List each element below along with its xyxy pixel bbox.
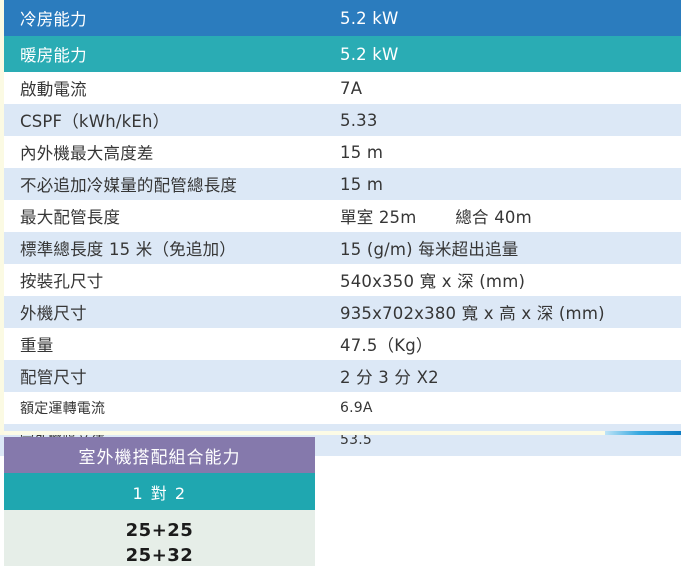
spec-value: 5.2 kW: [340, 44, 399, 64]
spec-value: 5.2 kW: [340, 8, 399, 28]
spec-value: 53.5: [340, 432, 372, 448]
accent-rule-divider: [605, 431, 681, 435]
spec-value: 15 m: [340, 174, 384, 194]
combination-subheader: 1 對 2: [4, 473, 315, 510]
spec-row: 最大配管長度 單室 25m 總合 40m: [0, 200, 681, 232]
spec-value: 7A: [340, 78, 363, 98]
spec-label: 重量: [20, 336, 54, 355]
spec-row: 暖房能力 5.2 kW: [0, 36, 681, 72]
spec-value: 2 分 3 分 X2: [340, 368, 439, 387]
table-bottom-band: [0, 431, 605, 435]
spec-label: 不必追加冷媒量的配管總長度: [20, 176, 238, 195]
spec-value: 540x350 寬 x 深 (mm): [340, 272, 526, 291]
spec-row: 額定運轉電流 6.9A: [0, 392, 681, 424]
spec-label: 外機尺寸: [20, 304, 87, 323]
spec-label: 額定運轉電流: [20, 401, 106, 417]
combination-item: 25+25: [125, 520, 194, 541]
combination-value-list: 25+25 25+32: [4, 510, 315, 566]
spec-label: 啟動電流: [20, 80, 87, 99]
combination-header: 室外機搭配組合能力: [4, 437, 315, 473]
spec-row: 冷房能力 5.2 kW: [0, 0, 681, 36]
spec-row: 啟動電流 7A: [0, 72, 681, 104]
spec-value: 15 m: [340, 142, 384, 162]
spec-row: 重量 47.5（Kg）: [0, 328, 681, 360]
spec-label: 按裝孔尺寸: [20, 272, 104, 291]
spec-value: 935x702x380 寬 x 高 x 深 (mm): [340, 304, 605, 323]
spec-row: 外機尺寸 935x702x380 寬 x 高 x 深 (mm): [0, 296, 681, 328]
specification-table: 冷房能力 5.2 kW 暖房能力 5.2 kW 啟動電流 7A CSPF（kWh/kEh） 5…: [0, 0, 681, 456]
spec-value: 47.5（Kg）: [340, 336, 433, 355]
spec-label: 配管尺寸: [20, 368, 87, 387]
spec-value: 單室 25m 總合 40m: [340, 208, 532, 227]
left-edge-strip: [0, 0, 4, 435]
spec-label: 最大配管長度: [20, 208, 121, 227]
spec-row: 不必追加冷媒量的配管總長度 15 m: [0, 168, 681, 200]
spec-label: 標準總長度 15 米（免追加）: [20, 240, 236, 259]
combination-item: 25+32: [125, 545, 194, 566]
spec-label: CSPF（kWh/kEh）: [20, 112, 170, 131]
spec-value: 5.33: [340, 110, 378, 130]
spec-label: 內外機最大高度差: [20, 144, 154, 163]
spec-row: 標準總長度 15 米（免追加） 15 (g/m) 每米超出追量: [0, 232, 681, 264]
spec-row: 配管尺寸 2 分 3 分 X2: [0, 360, 681, 392]
spec-value: 15 (g/m) 每米超出追量: [340, 240, 519, 259]
spec-label: 冷房能力: [20, 10, 87, 29]
spec-label: 暖房能力: [20, 46, 87, 65]
spec-value: 6.9A: [340, 400, 373, 416]
spec-row: 內外機最大高度差 15 m: [0, 136, 681, 168]
spec-row: 按裝孔尺寸 540x350 寬 x 深 (mm): [0, 264, 681, 296]
outdoor-unit-combination-block: 室外機搭配組合能力 1 對 2 25+25 25+32: [4, 437, 315, 566]
spec-row: CSPF（kWh/kEh） 5.33: [0, 104, 681, 136]
